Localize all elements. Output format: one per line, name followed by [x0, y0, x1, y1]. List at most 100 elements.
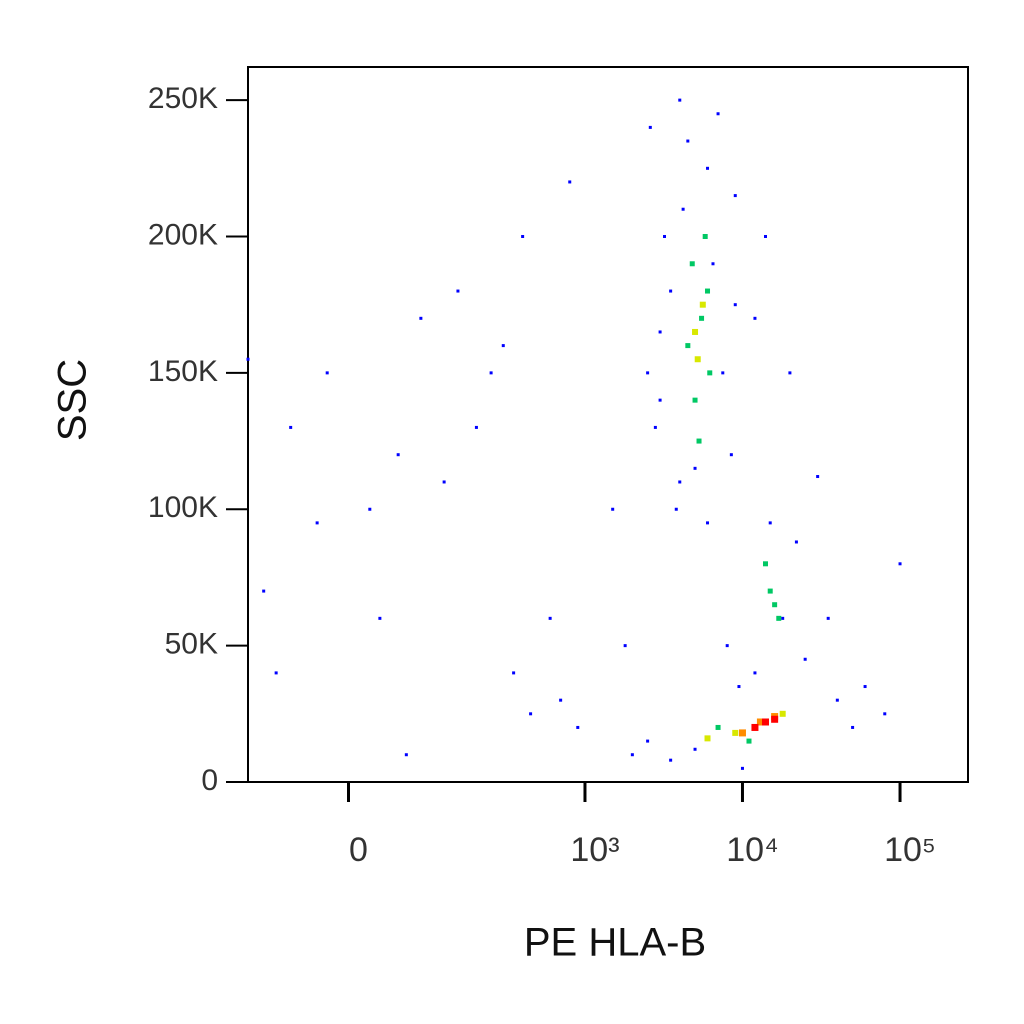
point [733, 303, 737, 307]
point [756, 718, 764, 726]
point [501, 344, 505, 348]
point [706, 521, 710, 525]
point [274, 671, 278, 675]
point [816, 475, 820, 479]
point [658, 330, 662, 334]
point [768, 521, 772, 525]
plot-frame [247, 66, 969, 783]
point [704, 735, 711, 742]
point [693, 466, 697, 470]
point [611, 507, 615, 511]
point [746, 738, 752, 744]
point [883, 712, 887, 716]
point [262, 589, 266, 593]
point [576, 725, 580, 729]
point [738, 729, 746, 737]
y-tick-label: 0 [201, 764, 218, 797]
point [658, 398, 662, 402]
point [781, 616, 785, 620]
point [699, 315, 705, 321]
point [898, 562, 902, 566]
point [489, 371, 493, 375]
x-tick-label: 10⁴ [726, 831, 778, 869]
point [732, 729, 739, 736]
point [692, 397, 698, 403]
point [711, 262, 715, 266]
point [716, 112, 720, 116]
point [404, 753, 408, 757]
point [512, 671, 516, 675]
point [419, 316, 423, 320]
point [396, 453, 400, 457]
point [779, 710, 786, 717]
point [685, 343, 691, 349]
point [761, 718, 769, 726]
point [456, 289, 460, 293]
point [826, 616, 830, 620]
point [674, 507, 678, 511]
point [788, 371, 792, 375]
point [863, 685, 867, 689]
point [721, 371, 725, 375]
point [648, 125, 652, 129]
point [442, 480, 446, 484]
point [630, 753, 634, 757]
point [678, 480, 682, 484]
y-tick-label: 150K [148, 355, 218, 388]
point [246, 357, 250, 361]
point [686, 139, 690, 143]
point [702, 233, 708, 239]
point [776, 615, 782, 621]
point [696, 438, 702, 444]
point [715, 724, 721, 730]
point [794, 540, 798, 544]
point [325, 371, 329, 375]
point [706, 166, 710, 170]
point [689, 261, 695, 267]
point [763, 234, 767, 238]
point [646, 739, 650, 743]
point [669, 758, 673, 762]
point [737, 685, 741, 689]
point [733, 194, 737, 198]
x-tick-label: 0 [349, 831, 368, 869]
point [762, 561, 768, 567]
point [646, 371, 650, 375]
point [767, 588, 773, 594]
point [740, 766, 744, 770]
point [692, 328, 699, 335]
point [529, 712, 533, 716]
point [681, 207, 685, 211]
point [653, 425, 657, 429]
y-tick-label: 100K [148, 491, 218, 524]
point [751, 723, 759, 731]
point [548, 616, 552, 620]
y-tick-label: 200K [148, 218, 218, 251]
point [474, 425, 478, 429]
point [803, 657, 807, 661]
point [289, 425, 293, 429]
point [663, 234, 667, 238]
x-tick-label: 10³ [570, 831, 619, 869]
point [678, 98, 682, 102]
point [368, 507, 372, 511]
point [851, 725, 855, 729]
point [772, 602, 778, 608]
point [568, 180, 572, 184]
point [725, 644, 729, 648]
y-tick-label: 50K [165, 628, 218, 661]
point [693, 747, 697, 751]
point [699, 301, 706, 308]
point [729, 453, 733, 457]
point [835, 698, 839, 702]
point [669, 289, 673, 293]
point [378, 616, 382, 620]
point [623, 644, 627, 648]
point [315, 521, 319, 525]
y-axis-title: SSC [51, 359, 95, 441]
point [559, 698, 563, 702]
point [753, 671, 757, 675]
point [521, 234, 525, 238]
point [753, 316, 757, 320]
